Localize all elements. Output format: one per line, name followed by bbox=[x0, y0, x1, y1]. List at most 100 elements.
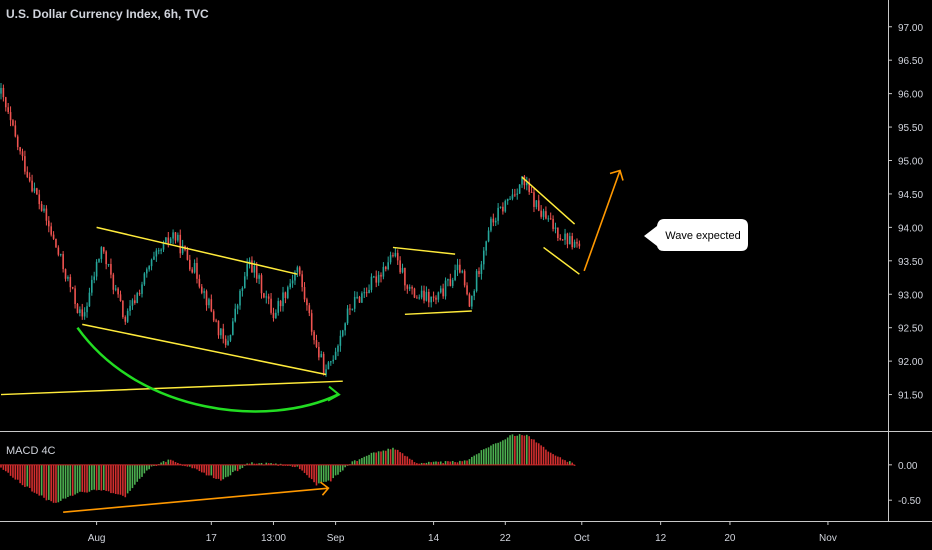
candle-body bbox=[542, 211, 545, 217]
macd-bar bbox=[64, 464, 67, 499]
macd-bar bbox=[396, 449, 399, 465]
price-tick-label: 93.50 bbox=[898, 257, 923, 268]
candle-body bbox=[566, 233, 569, 245]
flag-upper-line[interactable] bbox=[392, 246, 456, 255]
macd-bar bbox=[406, 456, 409, 465]
price-axis[interactable]: 97.00 96.50 96.00 95.50 95.00 94.50 94.00 93.50… bbox=[888, 23, 923, 402]
candle-body bbox=[284, 292, 287, 298]
macd-bar bbox=[105, 464, 107, 491]
macd-bar bbox=[339, 464, 342, 473]
candle-body bbox=[95, 261, 98, 277]
macd-bar bbox=[267, 463, 270, 465]
wedge-upper-line[interactable] bbox=[521, 176, 576, 225]
expected-move-arrow[interactable] bbox=[583, 170, 621, 272]
candle-body bbox=[413, 288, 416, 298]
macd-bar bbox=[0, 464, 2, 468]
candle-body bbox=[552, 218, 554, 229]
candle-body bbox=[511, 194, 514, 199]
macd-histogram bbox=[0, 434, 576, 503]
price-tick-label: 96.50 bbox=[898, 56, 923, 67]
candle-body bbox=[48, 220, 50, 227]
candle-body bbox=[232, 321, 234, 335]
macd-bar bbox=[564, 460, 566, 465]
candle-body bbox=[399, 260, 401, 273]
macd-bar bbox=[341, 464, 344, 471]
candle-body bbox=[150, 259, 153, 267]
candle-body bbox=[349, 308, 351, 310]
candle-body bbox=[384, 266, 387, 270]
divergence-arrow[interactable] bbox=[63, 487, 329, 514]
candle-body bbox=[420, 290, 423, 298]
price-tick-label: 94.00 bbox=[898, 223, 923, 234]
macd-bar bbox=[246, 463, 248, 465]
drawing-layer[interactable] bbox=[0, 169, 624, 413]
macd-drawing-layer[interactable] bbox=[63, 481, 330, 514]
macd-bar bbox=[327, 464, 330, 481]
wedge-lower-line[interactable] bbox=[543, 246, 580, 275]
candle-body bbox=[19, 147, 21, 152]
wave-expected-callout[interactable]: Wave expected bbox=[644, 219, 748, 251]
channel-lower-line[interactable] bbox=[82, 323, 327, 376]
support-line[interactable] bbox=[0, 380, 343, 396]
price-tick-label: 95.00 bbox=[898, 157, 923, 168]
macd-bar bbox=[88, 464, 91, 492]
candle-body bbox=[69, 277, 72, 288]
candle-body bbox=[31, 180, 33, 192]
candle-body bbox=[43, 208, 45, 211]
candle-body bbox=[107, 264, 110, 266]
candle-body bbox=[174, 232, 177, 241]
candle-body bbox=[165, 237, 167, 243]
macd-bar bbox=[50, 464, 52, 502]
macd-bar bbox=[251, 462, 253, 465]
macd-bar bbox=[107, 464, 110, 492]
candle-body bbox=[506, 198, 509, 202]
candle-body bbox=[191, 269, 193, 273]
macd-bar bbox=[533, 439, 535, 465]
macd-bar bbox=[380, 451, 382, 465]
candle-body bbox=[210, 299, 213, 312]
macd-pane[interactable] bbox=[0, 434, 576, 514]
macd-bar bbox=[232, 464, 234, 473]
macd-bar bbox=[215, 464, 217, 479]
candle-body bbox=[45, 208, 48, 221]
candle-body bbox=[303, 287, 306, 300]
price-pane[interactable] bbox=[0, 83, 624, 413]
macd-tick-label: -0.50 bbox=[898, 496, 921, 507]
candle-body bbox=[215, 320, 217, 322]
channel-upper-line[interactable] bbox=[96, 226, 298, 275]
candle-body bbox=[401, 268, 404, 273]
macd-bar bbox=[265, 462, 268, 465]
macd-bar bbox=[71, 464, 74, 496]
candle-body bbox=[279, 301, 282, 307]
candle-body bbox=[418, 297, 421, 299]
flag-lower-line[interactable] bbox=[404, 310, 472, 316]
candle-body bbox=[91, 279, 93, 293]
macd-axis[interactable]: 0.00 -0.50 bbox=[888, 461, 921, 507]
candle-body bbox=[162, 242, 165, 250]
candle-body bbox=[423, 290, 425, 301]
candle-body bbox=[425, 291, 428, 301]
candle-body bbox=[83, 312, 86, 317]
macd-bar bbox=[220, 464, 222, 481]
macd-bar bbox=[291, 464, 294, 467]
macd-bar bbox=[521, 435, 523, 465]
macd-bar bbox=[98, 464, 100, 490]
macd-bar bbox=[373, 452, 375, 465]
macd-bar bbox=[193, 464, 196, 469]
time-axis[interactable]: Aug 17 13:00 Sep 14 22 Oct 12 20 Nov bbox=[88, 521, 837, 544]
macd-bar bbox=[315, 464, 318, 486]
macd-bar bbox=[497, 442, 499, 465]
candle-body bbox=[459, 264, 461, 273]
macd-bar bbox=[353, 460, 356, 465]
macd-bar bbox=[134, 464, 136, 485]
price-tick-label: 92.50 bbox=[898, 324, 923, 335]
macd-bar bbox=[535, 442, 538, 465]
candle-body bbox=[521, 176, 523, 185]
cup-arc[interactable] bbox=[76, 326, 339, 413]
macd-bar bbox=[545, 449, 547, 465]
macd-bar bbox=[411, 459, 413, 465]
candle-body bbox=[24, 156, 26, 172]
macd-bar bbox=[12, 464, 14, 478]
candle-body bbox=[497, 207, 499, 221]
